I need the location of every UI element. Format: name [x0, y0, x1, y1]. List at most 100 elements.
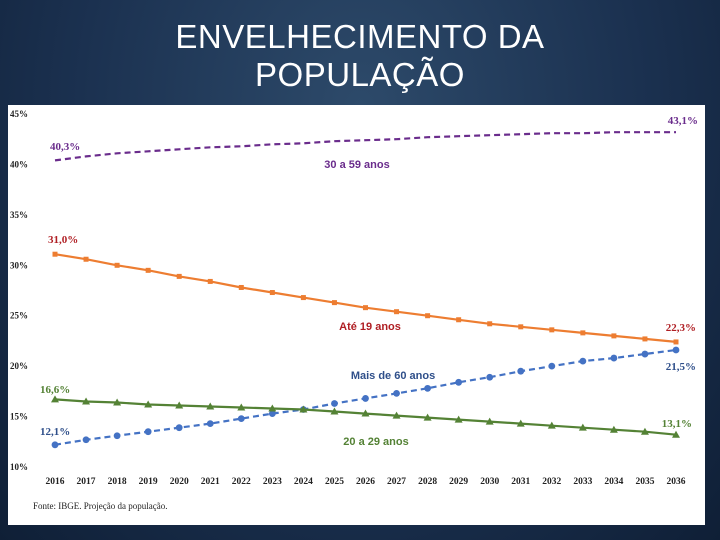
label-layer: 40,3% 43,1% 31,0% 22,3% 12,1% 21,5% 16,6% 13,1%… — [40, 115, 698, 448]
x-tick-label: 2018 — [108, 477, 127, 487]
data-point — [578, 423, 587, 431]
y-axis: 10% 15% 20% 25% 30% 35% 40% 45% — [10, 109, 28, 472]
series-layer — [51, 131, 680, 449]
data-point — [673, 339, 679, 345]
x-tick-label: 2024 — [294, 477, 313, 487]
end-value-label: 13,1% — [662, 418, 692, 430]
line-chart: 10%15%20%25%30%35%40%45% 2016 2017 2018 201… — [10, 109, 698, 511]
x-tick-label: 2033 — [573, 477, 592, 487]
data-point — [269, 290, 275, 296]
end-value-label: 21,5% — [666, 361, 696, 373]
y-tick-label: 45% — [10, 109, 28, 119]
data-point — [425, 313, 431, 319]
series-name-label: 30 a 59 anos — [324, 159, 389, 171]
data-point — [237, 403, 246, 411]
data-point — [176, 273, 182, 279]
data-point — [268, 410, 276, 417]
end-value-label: 22,3% — [666, 322, 696, 334]
x-tick-label: 2023 — [263, 477, 282, 487]
data-point — [300, 295, 306, 301]
slide-title-line-1: ENVELHECIMENTO DA — [175, 18, 545, 55]
data-point — [145, 267, 151, 273]
start-value-label: 12,1% — [40, 426, 70, 438]
data-point — [424, 384, 431, 392]
slide-title-line-2: POPULAÇÃO — [255, 56, 465, 93]
data-point — [361, 409, 370, 417]
series-name-label: Até 19 anos — [339, 321, 401, 333]
series-name-label: Mais de 60 anos — [351, 370, 435, 382]
data-point — [549, 327, 555, 333]
data-point — [331, 400, 338, 407]
data-point — [207, 278, 213, 284]
data-point — [175, 401, 184, 409]
data-point — [330, 407, 339, 415]
series-3 — [51, 395, 680, 438]
x-tick-label: 2031 — [511, 477, 530, 487]
data-point — [206, 402, 215, 410]
y-tick-label: 30% — [10, 260, 28, 270]
x-tick-label: 2030 — [480, 477, 499, 487]
x-tick-label: 2034 — [604, 477, 623, 487]
data-point — [640, 427, 649, 435]
data-point — [609, 425, 618, 433]
data-point — [175, 424, 183, 432]
x-tick-label: 2022 — [232, 477, 251, 487]
data-point — [51, 395, 59, 403]
y-tick-label: 10% — [10, 462, 28, 472]
data-point — [237, 415, 245, 422]
data-point — [487, 321, 493, 327]
x-tick-label: 2032 — [542, 477, 561, 487]
data-point — [672, 346, 680, 354]
data-point — [51, 441, 59, 449]
x-tick-label: 2017 — [77, 477, 96, 487]
x-tick-label: 2029 — [449, 477, 468, 487]
data-point — [394, 309, 400, 315]
series-1 — [52, 251, 679, 345]
data-point — [423, 413, 432, 421]
data-point — [456, 317, 462, 323]
x-tick-label: 2028 — [418, 477, 437, 487]
data-point — [455, 378, 463, 386]
end-value-label: 43,1% — [668, 115, 698, 127]
x-tick-label: 2019 — [139, 477, 158, 487]
start-value-label: 16,6% — [40, 384, 70, 396]
data-point — [363, 305, 368, 311]
data-point — [83, 256, 89, 262]
data-point — [82, 436, 90, 444]
data-point — [610, 354, 618, 362]
y-tick-label: 40% — [10, 159, 28, 169]
x-tick-label: 2025 — [325, 477, 344, 487]
data-point — [238, 284, 244, 290]
data-point — [641, 350, 649, 358]
data-point — [113, 398, 122, 406]
data-point — [393, 389, 400, 397]
data-point — [362, 395, 369, 402]
data-point — [485, 417, 494, 425]
y-tick-label: 15% — [10, 412, 28, 422]
data-point — [580, 330, 586, 336]
chart-panel: 10% 15% 20% 25% 30% 35% 40% 45% 2016 2017 2018 201… — [8, 105, 705, 525]
series-2 — [51, 346, 680, 449]
data-point — [454, 415, 463, 423]
data-point — [672, 430, 680, 438]
data-point — [642, 336, 648, 342]
x-tick-label: 2035 — [635, 477, 654, 487]
data-point — [268, 404, 277, 412]
y-tick-label: 35% — [10, 210, 28, 220]
data-point — [547, 421, 556, 429]
x-tick-label: 2026 — [356, 477, 375, 487]
data-point — [113, 432, 121, 440]
data-point — [52, 251, 58, 257]
data-point — [611, 333, 617, 339]
y-tick-label: 25% — [10, 311, 28, 321]
start-value-label: 40,3% — [50, 141, 80, 153]
data-point — [114, 262, 120, 268]
x-tick-label: 2036 — [667, 477, 686, 487]
x-tick-label: 2027 — [387, 477, 406, 487]
series-0 — [54, 131, 676, 162]
data-point — [331, 300, 337, 306]
y-tick-label: 20% — [10, 361, 28, 371]
start-value-label: 31,0% — [48, 234, 78, 246]
data-point — [518, 324, 524, 330]
data-point — [299, 405, 308, 413]
